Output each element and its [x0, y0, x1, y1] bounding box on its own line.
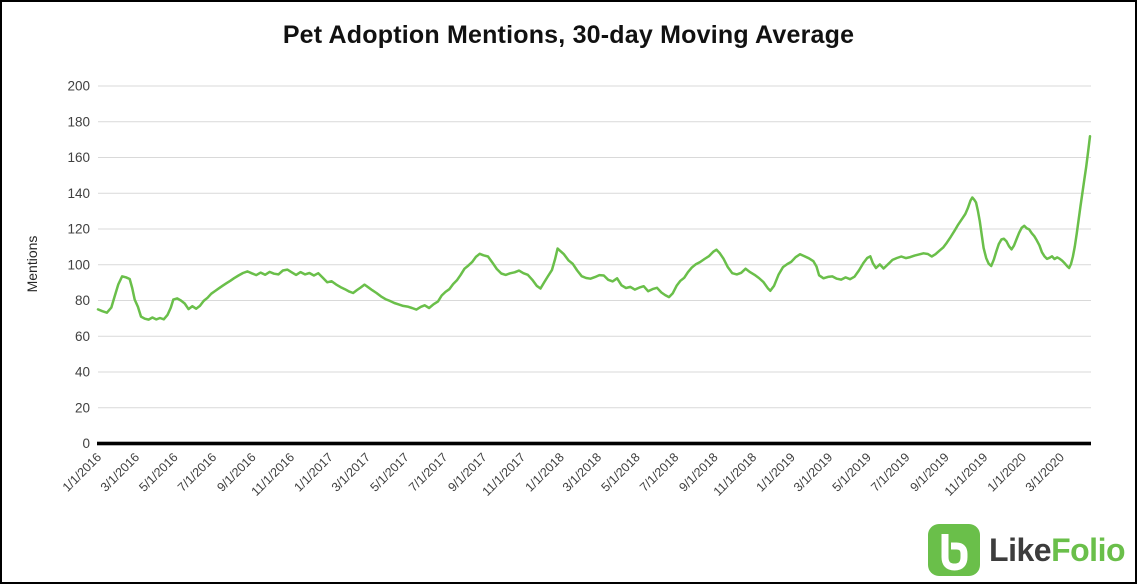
- y-tick-label: 120: [67, 222, 90, 237]
- x-tick-label: 5/1/2017: [368, 450, 412, 494]
- likefolio-logo: LikeFolio: [928, 524, 1125, 576]
- y-tick-label: 100: [67, 257, 90, 272]
- x-tick-label: 1/1/2016: [60, 450, 104, 494]
- x-tick-label: 1/1/2017: [292, 450, 336, 494]
- x-tick-label: 1/1/2020: [985, 450, 1029, 494]
- x-tick-label: 7/1/2017: [406, 450, 450, 494]
- brand-like-text: Like: [989, 532, 1052, 568]
- y-tick-label: 140: [67, 186, 90, 201]
- x-tick-label: 1/1/2019: [754, 450, 798, 494]
- x-tick-label: 3/1/2017: [329, 450, 373, 494]
- y-tick-label: 0: [82, 436, 90, 451]
- mentions-series-line: [96, 134, 1092, 321]
- x-tick-label: 7/1/2016: [175, 450, 219, 494]
- x-tick-label: 5/1/2018: [599, 450, 643, 494]
- brand-wordmark: LikeFolio: [989, 534, 1125, 566]
- y-tick-label: 20: [75, 400, 90, 415]
- y-tick-label: 180: [67, 114, 90, 129]
- x-tick-label: 3/1/2020: [1023, 450, 1067, 494]
- likefolio-icon: [928, 524, 981, 576]
- brand-folio-text: Folio: [1051, 532, 1125, 568]
- x-tick-label: 3/1/2019: [791, 450, 835, 494]
- x-tick-label: 7/1/2019: [868, 450, 912, 494]
- y-tick-label: 80: [75, 293, 90, 308]
- x-tick-label: 1/1/2018: [523, 450, 567, 494]
- x-tick-label: 5/1/2019: [830, 450, 874, 494]
- chart-title: Pet Adoption Mentions, 30-day Moving Ave…: [282, 21, 855, 49]
- x-tick-label: 3/1/2018: [560, 450, 604, 494]
- x-tick-label: 5/1/2016: [136, 450, 180, 494]
- y-tick-label: 200: [67, 79, 90, 94]
- x-tick-label: 7/1/2018: [637, 450, 681, 494]
- y-tick-label: 60: [75, 329, 90, 344]
- x-tick-label: 3/1/2016: [98, 450, 142, 494]
- y-tick-label: 160: [67, 150, 90, 165]
- y-tick-label: 40: [75, 365, 90, 380]
- x-axis-line: [97, 441, 1091, 446]
